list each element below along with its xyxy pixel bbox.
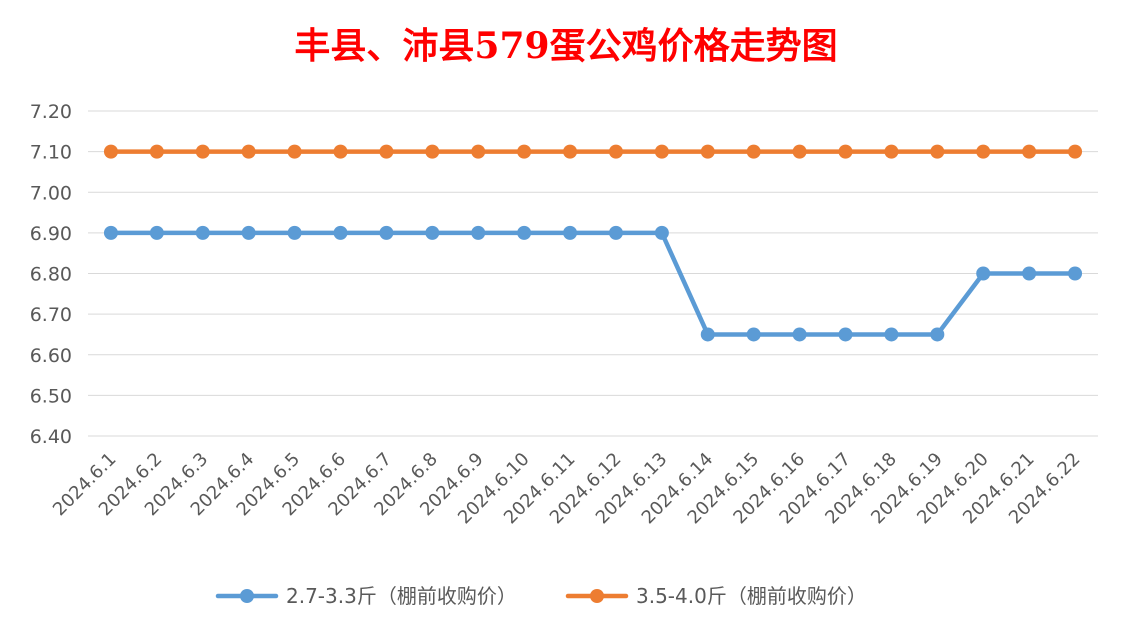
data-point bbox=[976, 266, 991, 281]
data-point bbox=[608, 144, 623, 159]
legend-swatch-marker bbox=[240, 589, 254, 603]
y-tick-label: 6.60 bbox=[30, 345, 72, 367]
data-point bbox=[333, 225, 348, 240]
data-point bbox=[379, 144, 394, 159]
data-point bbox=[1068, 144, 1083, 159]
data-point bbox=[838, 144, 853, 159]
y-axis-ticks: 7.20 7.10 7.00 6.90 6.80 6.70 6.60 6.50 6.40 bbox=[30, 101, 72, 448]
series-line bbox=[108, 230, 1078, 337]
data-point bbox=[471, 144, 486, 159]
data-point bbox=[884, 327, 899, 342]
data-point bbox=[425, 225, 440, 240]
data-point bbox=[700, 327, 715, 342]
data-point bbox=[746, 327, 761, 342]
data-point bbox=[425, 144, 440, 159]
legend: 2.7-3.3斤（棚前收购价） 3.5-4.0斤（棚前收购价） bbox=[215, 584, 867, 608]
data-point bbox=[195, 144, 210, 159]
data-point bbox=[838, 327, 853, 342]
data-point bbox=[563, 144, 578, 159]
data-point bbox=[563, 225, 578, 240]
legend-swatch-marker bbox=[590, 589, 604, 603]
x-axis-ticks: 2024.6.12024.6.22024.6.32024.6.42024.6.5… bbox=[49, 449, 1085, 529]
legend-label: 2.7-3.3斤（棚前收购价） bbox=[286, 584, 517, 608]
y-tick-label: 6.70 bbox=[30, 304, 72, 326]
gridlines bbox=[88, 110, 1098, 437]
series-2 bbox=[103, 144, 1083, 159]
legend-label: 3.5-4.0斤（棚前收购价） bbox=[636, 584, 867, 608]
data-point bbox=[930, 327, 945, 342]
data-point bbox=[103, 225, 118, 240]
data-point bbox=[930, 144, 945, 159]
data-point bbox=[792, 144, 807, 159]
data-point bbox=[792, 327, 807, 342]
series-1 bbox=[103, 225, 1083, 342]
data-point bbox=[746, 144, 761, 159]
legend-item: 2.7-3.3斤（棚前收购价） bbox=[215, 584, 517, 608]
data-point bbox=[1022, 266, 1037, 281]
series-lines bbox=[103, 144, 1083, 342]
y-tick-label: 7.20 bbox=[30, 101, 72, 123]
data-point bbox=[1068, 266, 1083, 281]
data-point bbox=[517, 225, 532, 240]
y-tick-label: 6.50 bbox=[30, 385, 72, 407]
data-point bbox=[149, 144, 164, 159]
y-tick-label: 6.40 bbox=[30, 426, 72, 448]
data-point bbox=[379, 225, 394, 240]
y-tick-label: 6.90 bbox=[30, 223, 72, 245]
chart-title: 丰县、沛县579蛋公鸡价格走势图 bbox=[294, 25, 837, 67]
data-point bbox=[195, 225, 210, 240]
data-point bbox=[700, 144, 715, 159]
data-point bbox=[241, 144, 256, 159]
data-point bbox=[471, 225, 486, 240]
data-point bbox=[149, 225, 164, 240]
data-point bbox=[608, 225, 623, 240]
y-tick-label: 6.80 bbox=[30, 264, 72, 286]
data-point bbox=[654, 225, 669, 240]
data-point bbox=[884, 144, 899, 159]
data-point bbox=[241, 225, 256, 240]
data-point bbox=[287, 144, 302, 159]
data-point bbox=[517, 144, 532, 159]
data-point bbox=[976, 144, 991, 159]
data-point bbox=[333, 144, 348, 159]
data-point bbox=[654, 144, 669, 159]
y-tick-label: 7.10 bbox=[30, 142, 72, 164]
legend-item: 3.5-4.0斤（棚前收购价） bbox=[565, 584, 867, 608]
data-point bbox=[287, 225, 302, 240]
y-tick-label: 7.00 bbox=[30, 182, 72, 204]
data-point bbox=[103, 144, 118, 159]
data-point bbox=[1022, 144, 1037, 159]
